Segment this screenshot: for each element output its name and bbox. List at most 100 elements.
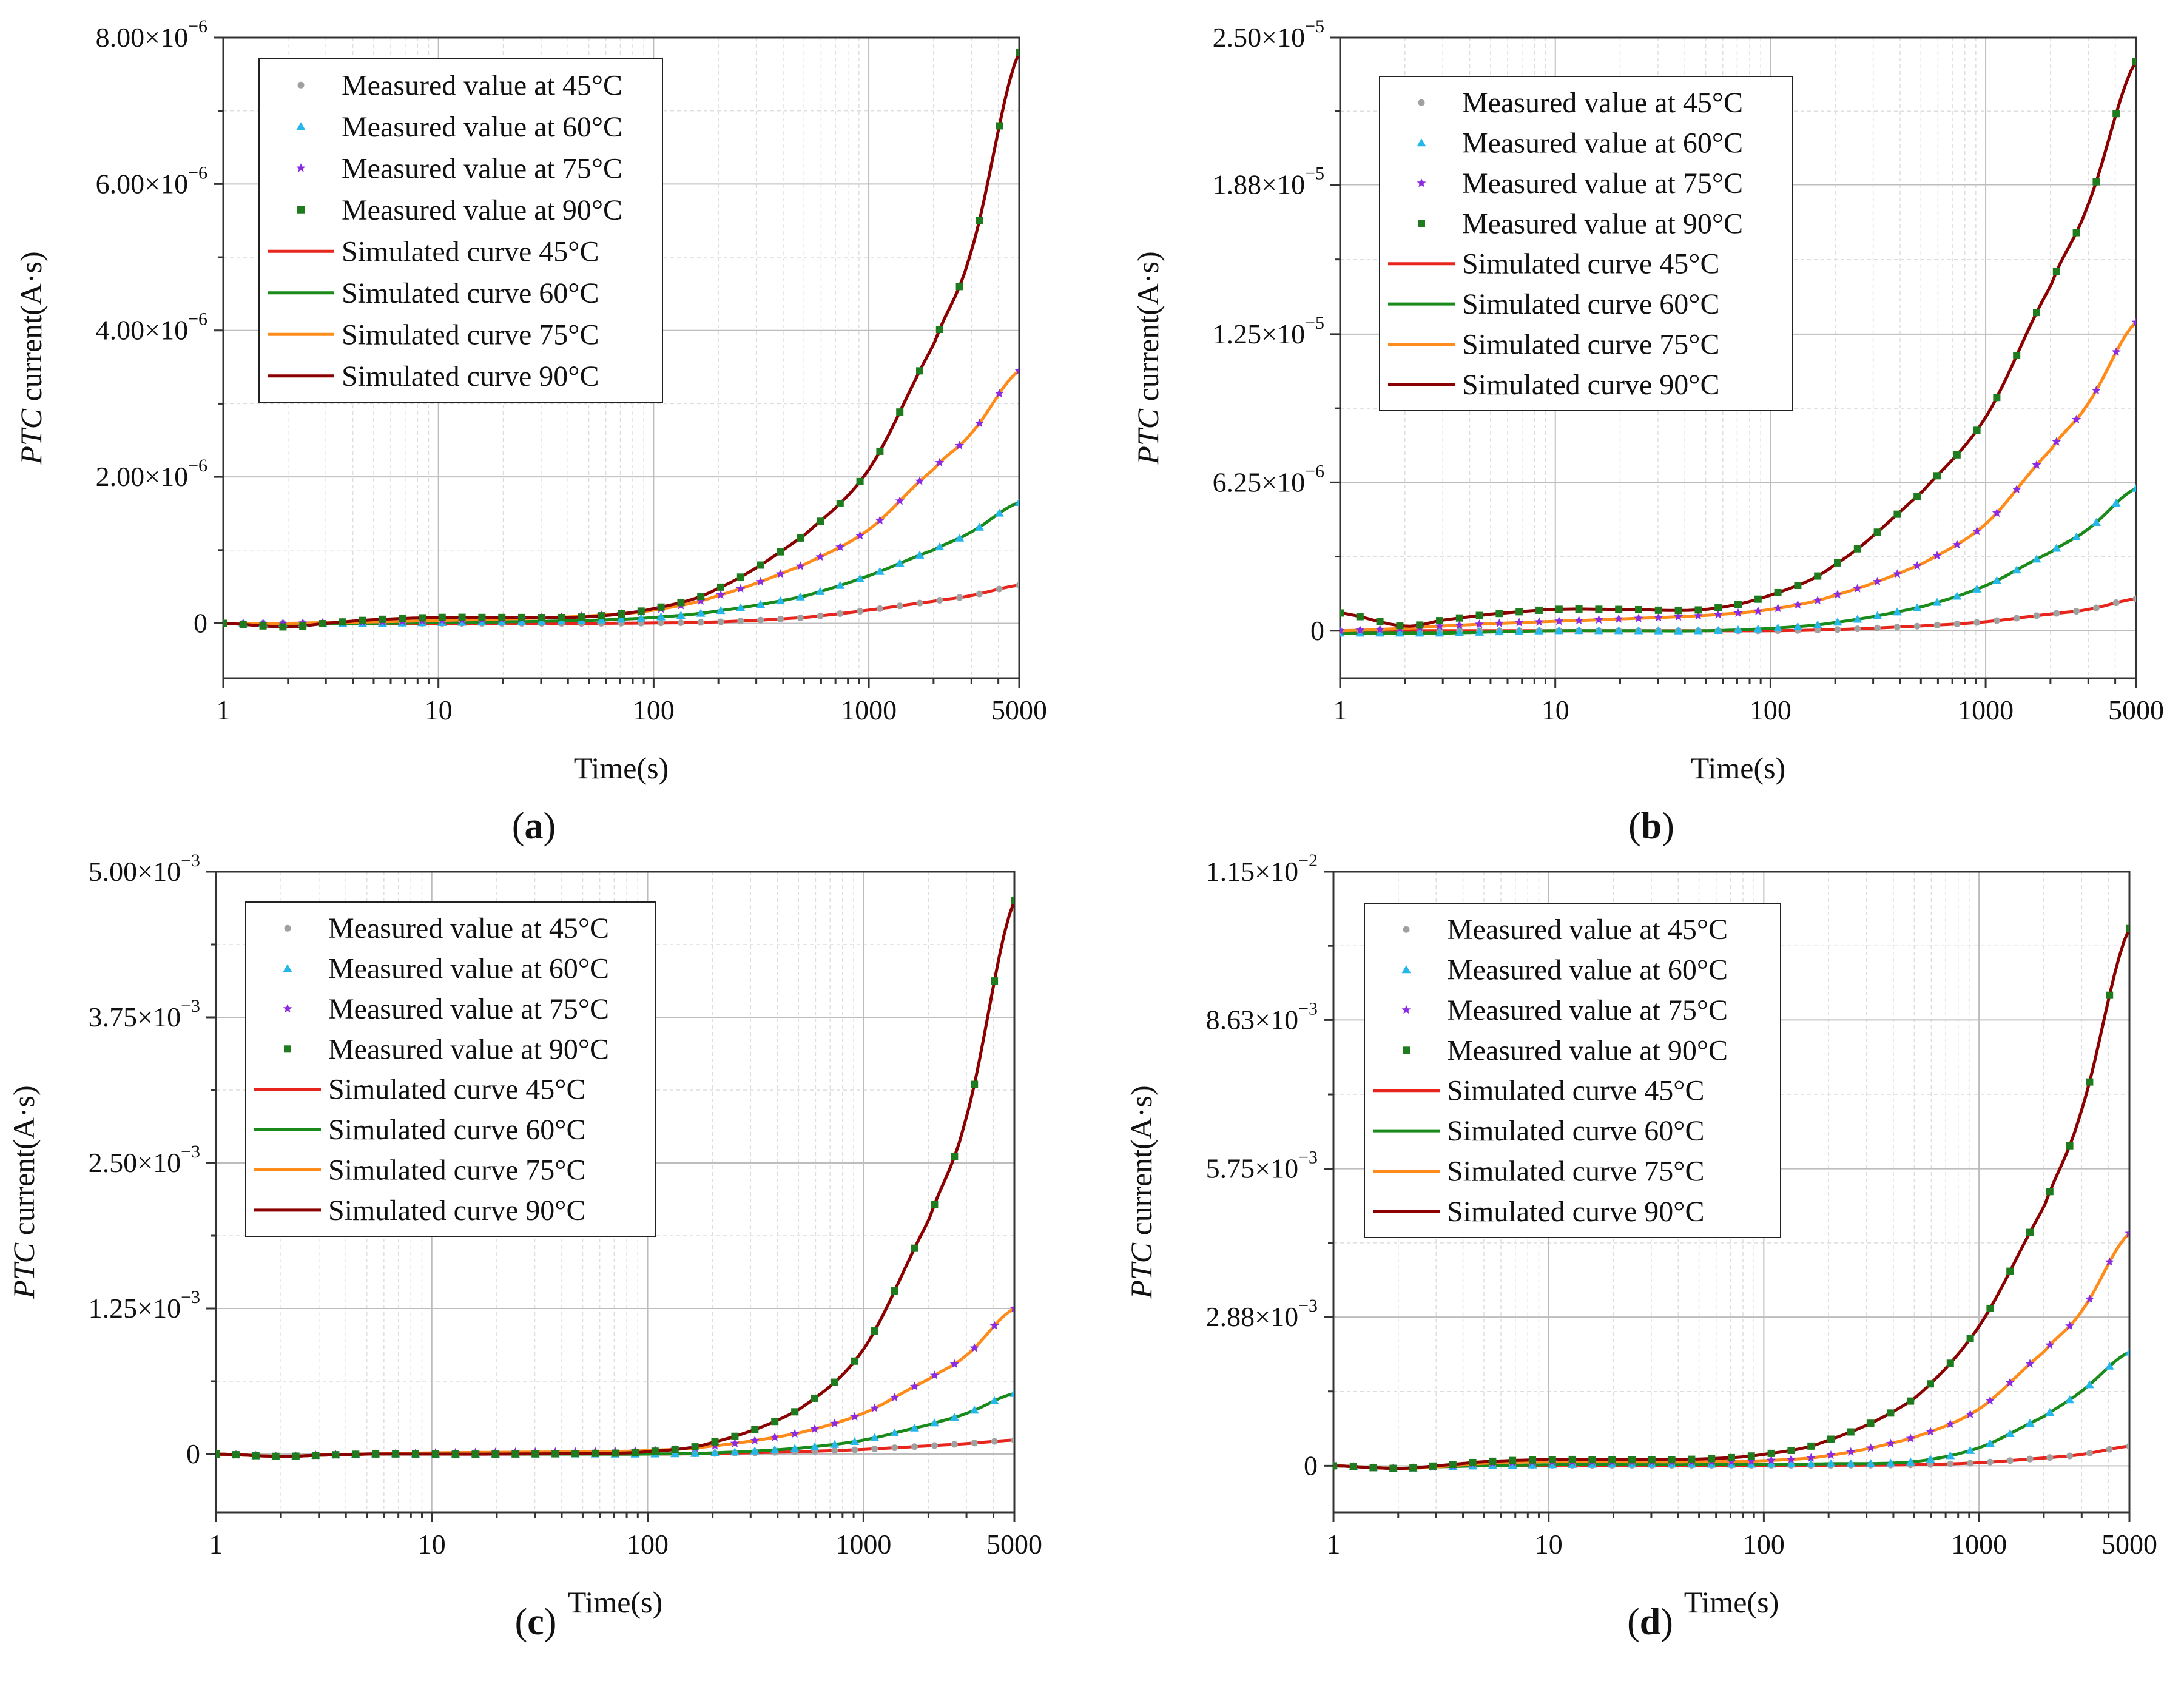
data-point bbox=[1429, 1462, 1437, 1470]
data-point bbox=[518, 613, 525, 621]
chart-panel-d: 1 10 100 1000 500002.88×10−35.75×10−38.63×10… bbox=[1124, 850, 2157, 1643]
data-point bbox=[1966, 1446, 1975, 1454]
x-tick-label: 1 bbox=[217, 695, 231, 726]
data-point bbox=[929, 1370, 939, 1379]
legend-label: Simulated curve 45°C bbox=[328, 1074, 585, 1106]
data-point bbox=[278, 618, 288, 627]
data-point bbox=[991, 1438, 998, 1445]
data-point bbox=[974, 522, 984, 531]
data-point bbox=[2025, 1418, 2035, 1427]
data-point bbox=[751, 1426, 759, 1433]
data-point bbox=[2112, 599, 2120, 607]
x-tick-label: 5000 bbox=[2108, 695, 2164, 726]
data-point bbox=[1475, 611, 1483, 619]
data-point bbox=[1714, 604, 1722, 611]
legend: Measured value at 45°C Measured value at … bbox=[1379, 76, 1793, 411]
data-point bbox=[438, 613, 446, 621]
data-point bbox=[1674, 611, 1684, 621]
data-point bbox=[2065, 1395, 2075, 1404]
panel-label-close: ) bbox=[1660, 1601, 1673, 1643]
data-point bbox=[332, 1451, 340, 1459]
data-point bbox=[1753, 606, 1763, 615]
x-tick-label: 10 bbox=[418, 1529, 446, 1560]
x-axis-title: Time(s) bbox=[1684, 1585, 1779, 1619]
data-point bbox=[1635, 606, 1642, 614]
data-point bbox=[1985, 1396, 1995, 1405]
data-point bbox=[1993, 394, 2001, 402]
data-point bbox=[2032, 460, 2041, 470]
y-tick-label: 1.25×10−3 bbox=[89, 1287, 200, 1324]
y-tick-label: 6.00×10−6 bbox=[96, 163, 207, 199]
legend-marker bbox=[283, 964, 292, 972]
data-point bbox=[976, 217, 983, 224]
data-point bbox=[1728, 1453, 1735, 1461]
data-point bbox=[756, 600, 766, 608]
data-point bbox=[458, 613, 466, 621]
data-point bbox=[790, 1429, 800, 1438]
data-point bbox=[2106, 1446, 2113, 1453]
data-point bbox=[1846, 1447, 1856, 1456]
data-point bbox=[1833, 590, 1842, 599]
data-point bbox=[1906, 1457, 1915, 1466]
data-point bbox=[1011, 1436, 1014, 1444]
data-point bbox=[670, 1449, 680, 1458]
data-point bbox=[1614, 614, 1623, 623]
data-point bbox=[1555, 605, 1563, 613]
y-tick-label: 5.00×10−3 bbox=[89, 850, 200, 887]
data-point bbox=[1747, 1452, 1755, 1460]
data-point bbox=[1946, 1451, 1955, 1460]
data-point bbox=[1886, 1438, 1895, 1447]
data-point bbox=[936, 597, 943, 604]
data-point bbox=[2066, 1452, 2074, 1460]
data-point bbox=[2052, 268, 2060, 275]
data-point bbox=[571, 1450, 579, 1458]
y-tick-exponent: −3 bbox=[1298, 1296, 1318, 1316]
panel-label-open: ( bbox=[1627, 1601, 1640, 1643]
data-point bbox=[1747, 1456, 1756, 1466]
data-point bbox=[656, 612, 666, 621]
data-point bbox=[2046, 1454, 2054, 1461]
legend-label: Simulated curve 45°C bbox=[1447, 1075, 1704, 1107]
data-point bbox=[1340, 625, 1345, 635]
y-tick-exponent: −3 bbox=[181, 850, 200, 871]
legend-label: Simulated curve 45°C bbox=[1462, 248, 1719, 280]
legend-label: Measured value at 45°C bbox=[342, 69, 622, 101]
data-point bbox=[2111, 499, 2121, 507]
series-markers-90c bbox=[1340, 58, 2136, 630]
data-point bbox=[598, 612, 605, 620]
legend-marker bbox=[296, 163, 306, 172]
data-point bbox=[1654, 606, 1662, 614]
legend-label: Measured value at 45°C bbox=[1447, 914, 1728, 946]
data-point bbox=[909, 1381, 920, 1390]
data-point bbox=[730, 1438, 740, 1447]
data-point bbox=[1992, 508, 2001, 517]
data-point bbox=[1488, 1461, 1497, 1469]
data-point bbox=[1834, 559, 1841, 567]
data-point bbox=[1993, 617, 2000, 624]
data-point bbox=[1787, 1446, 1795, 1454]
data-point bbox=[1926, 1427, 1935, 1436]
data-point bbox=[830, 1440, 840, 1448]
data-point bbox=[2132, 58, 2136, 66]
data-point bbox=[775, 569, 785, 578]
data-point bbox=[1873, 528, 1881, 536]
data-point bbox=[777, 615, 784, 622]
data-point bbox=[791, 1408, 799, 1416]
y-tick-label: 1.15×10−2 bbox=[1206, 850, 1318, 887]
y-tick-exponent: −2 bbox=[1298, 850, 1318, 871]
data-point bbox=[1475, 627, 1485, 636]
data-point bbox=[272, 1452, 280, 1460]
legend-marker bbox=[1401, 1005, 1411, 1014]
data-point bbox=[2065, 1321, 2075, 1330]
y-axis-title-rest: current(A·s) bbox=[7, 1085, 41, 1243]
data-point bbox=[1773, 623, 1783, 631]
data-point bbox=[891, 1287, 898, 1295]
x-tick-label: 1000 bbox=[835, 1529, 891, 1560]
data-point bbox=[717, 618, 724, 625]
data-point bbox=[1727, 1460, 1736, 1468]
data-point bbox=[592, 1449, 599, 1457]
data-point bbox=[1494, 627, 1504, 636]
data-point bbox=[379, 615, 386, 623]
y-tick-exponent: −6 bbox=[188, 16, 207, 36]
y-tick-mantissa: 6.25×10 bbox=[1213, 466, 1305, 497]
